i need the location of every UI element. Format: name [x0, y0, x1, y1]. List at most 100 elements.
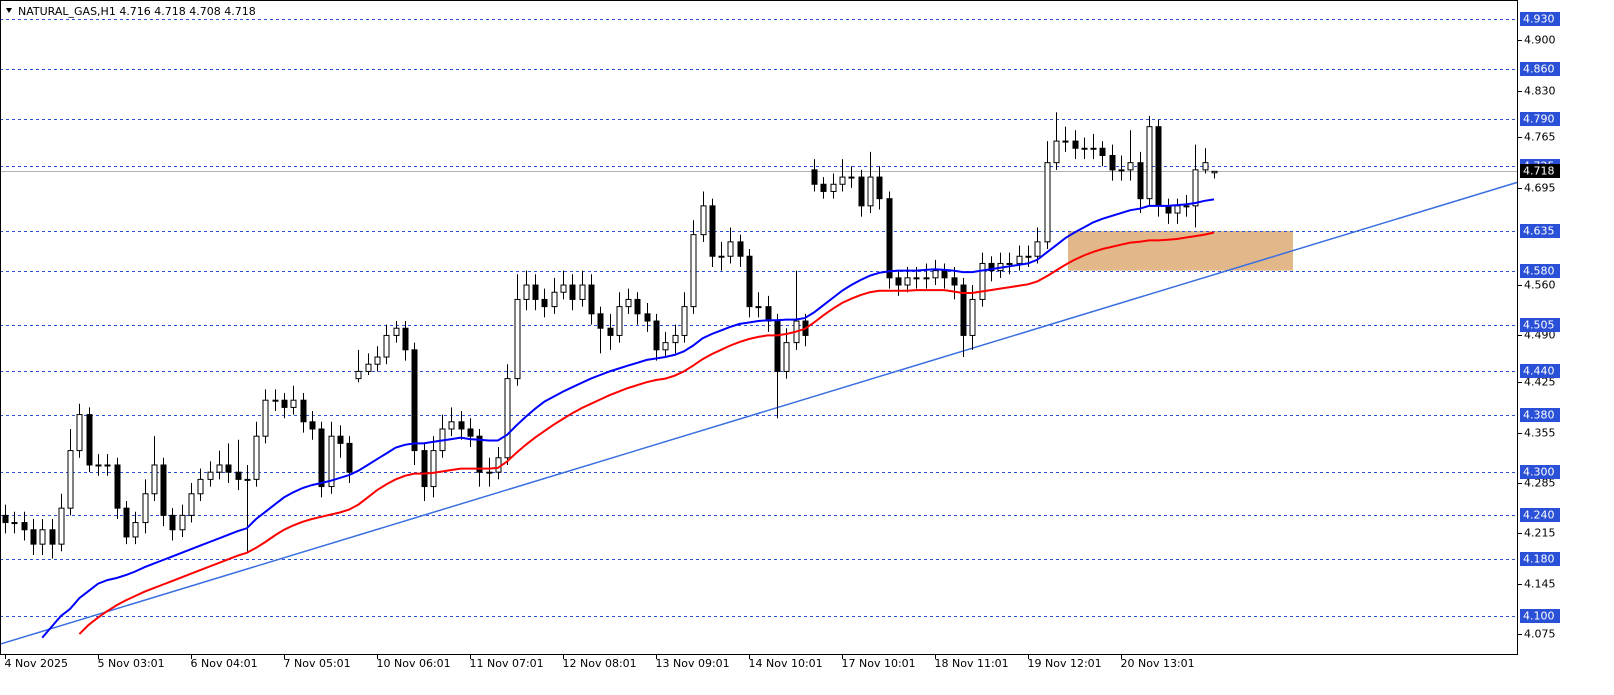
- candle-body: [979, 262, 986, 300]
- x-tick-label: 11 Nov 07:01: [470, 657, 544, 670]
- candle-body: [467, 428, 474, 437]
- candle-body: [132, 522, 139, 538]
- candle-body: [867, 176, 874, 207]
- candle-body: [653, 320, 660, 351]
- candle-body: [402, 327, 409, 351]
- y-tick-label: 4.075: [1524, 628, 1556, 641]
- candle-body: [830, 183, 837, 192]
- x-tick-label: 10 Nov 06:01: [377, 657, 451, 670]
- candle-body: [1155, 126, 1162, 207]
- candle-body: [458, 421, 465, 430]
- title-arrow: [6, 8, 12, 13]
- candle-body: [58, 507, 65, 545]
- level-label-box: [1520, 609, 1560, 623]
- level-label-box: [1520, 264, 1560, 278]
- x-tick-label: 14 Nov 10:01: [749, 657, 823, 670]
- x-tick-label: 13 Nov 09:01: [656, 657, 730, 670]
- candle-body: [421, 450, 428, 488]
- candle-body: [923, 277, 930, 280]
- level-label: 4.930: [1523, 13, 1555, 26]
- candle-body: [448, 421, 455, 430]
- candle-body: [755, 306, 762, 309]
- candle-body: [411, 349, 418, 452]
- candle-body: [235, 471, 242, 480]
- candle-body: [1072, 140, 1079, 149]
- candle-body: [588, 284, 595, 315]
- candle-body: [727, 241, 734, 257]
- trendline: [0, 181, 1519, 645]
- candle-body: [737, 241, 744, 257]
- plot-area: [0, 19, 1519, 645]
- candle-body: [551, 291, 558, 308]
- level-label: 4.100: [1523, 610, 1555, 623]
- x-tick-label: 4 Nov 2025: [5, 657, 68, 670]
- candle-body: [504, 378, 511, 459]
- candle-body: [1127, 162, 1134, 171]
- candle-body: [123, 507, 130, 538]
- level-label: 4.580: [1523, 265, 1555, 278]
- candle-body: [941, 270, 948, 279]
- candle-body: [281, 399, 288, 408]
- y-tick-label: 4.215: [1524, 527, 1556, 540]
- candle-body: [1081, 147, 1088, 150]
- candle-body: [616, 306, 623, 336]
- candle-body: [151, 464, 158, 495]
- chart-title: NATURAL_GAS,H1 4.716 4.718 4.708 4.718: [18, 5, 256, 18]
- candle-body: [76, 414, 83, 452]
- level-label-box: [1520, 62, 1560, 76]
- level-label-box: [1520, 408, 1560, 422]
- candle-body: [188, 493, 195, 516]
- level-label: 4.505: [1523, 319, 1555, 332]
- candle-body: [1062, 140, 1069, 143]
- y-tick-label: 4.145: [1524, 578, 1556, 591]
- candle-body: [1016, 255, 1023, 264]
- candle-body: [11, 522, 18, 525]
- candle-body: [300, 399, 307, 423]
- moving-average: [78, 231, 1215, 635]
- level-label-box: [1520, 552, 1560, 566]
- candle-body: [1174, 205, 1181, 214]
- level-label-box: [1520, 364, 1560, 378]
- candle-body: [532, 284, 539, 300]
- current-price-label: 4.718: [1523, 165, 1555, 178]
- candle-body: [514, 298, 521, 380]
- candle-body: [960, 284, 967, 336]
- candle-body: [932, 270, 939, 279]
- candle-body: [644, 313, 651, 322]
- candle-body: [951, 277, 958, 286]
- y-tick-label: 4.560: [1524, 279, 1556, 292]
- level-label: 4.440: [1523, 365, 1555, 378]
- candle-body: [560, 284, 567, 293]
- candle-body: [328, 435, 335, 488]
- candle-body: [709, 205, 716, 257]
- candle-body: [49, 529, 56, 545]
- candle-body: [988, 262, 995, 272]
- candle-body: [718, 255, 725, 258]
- candle-body: [225, 464, 232, 473]
- candle-body: [1165, 205, 1172, 214]
- candle-body: [262, 399, 269, 437]
- candle-body: [634, 298, 641, 315]
- candle-body: [765, 306, 772, 322]
- candle-body: [1109, 154, 1116, 171]
- level-label: 4.240: [1523, 509, 1555, 522]
- candle-body: [169, 514, 176, 531]
- candle-body: [290, 399, 297, 408]
- candle-body: [1202, 162, 1209, 171]
- candle-body: [1099, 147, 1106, 156]
- level-label: 4.635: [1523, 225, 1555, 238]
- candle-body: [662, 342, 669, 351]
- candle-body: [355, 370, 362, 380]
- candle-body: [913, 277, 920, 280]
- moving-average: [41, 198, 1215, 639]
- candle-body: [783, 342, 790, 372]
- candle-body: [672, 334, 679, 344]
- candle-body: [244, 478, 251, 481]
- candle-body: [681, 306, 688, 336]
- candle-body: [337, 435, 344, 444]
- x-tick-label: 20 Nov 13:01: [1121, 657, 1195, 670]
- candle-body: [1006, 262, 1013, 265]
- level-label-box: [1520, 112, 1560, 126]
- y-tick-label: 4.285: [1524, 477, 1556, 490]
